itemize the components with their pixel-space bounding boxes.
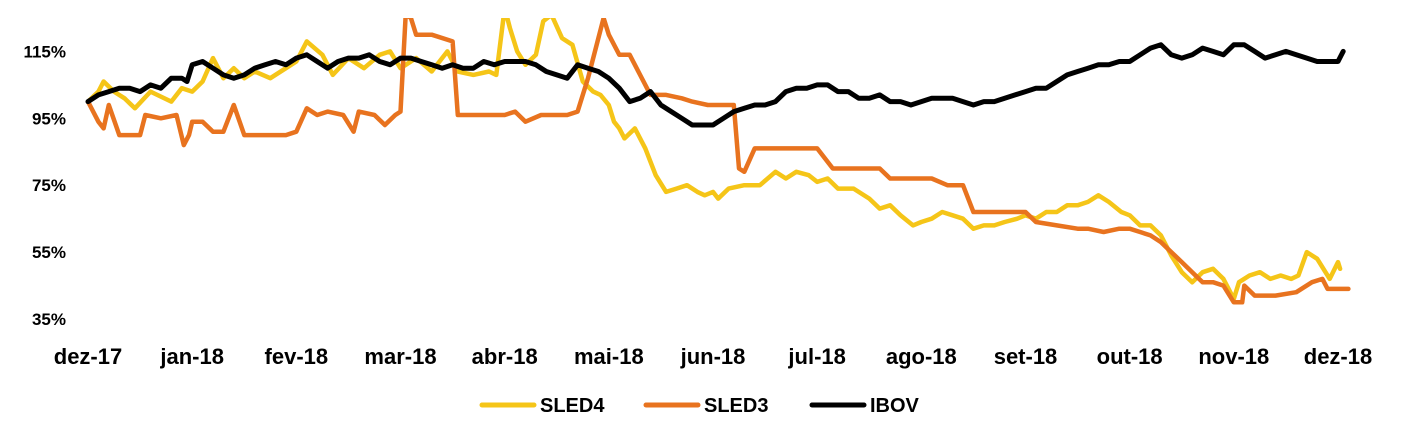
- x-tick-label: out-18: [1097, 344, 1163, 369]
- x-tick-label: fev-18: [265, 344, 329, 369]
- x-tick-label: ago-18: [886, 344, 957, 369]
- y-axis: 35% 55% 75% 95% 115%: [23, 42, 66, 329]
- y-tick-label: 95%: [32, 109, 66, 128]
- y-tick-label: 115%: [23, 42, 66, 61]
- x-tick-label: jul-18: [787, 344, 845, 369]
- legend-label-ibov: IBOV: [870, 395, 920, 417]
- series-line-sled4: [85, 18, 1343, 302]
- legend-label-sled3: SLED3: [704, 395, 768, 417]
- x-tick-label: abr-18: [472, 344, 538, 369]
- series-line-ibov: [85, 42, 1346, 128]
- x-tick-label: mar-18: [364, 344, 436, 369]
- x-tick-label: jun-18: [680, 344, 746, 369]
- x-tick-label: dez-18: [1304, 344, 1372, 369]
- plot-area: [85, 18, 1351, 305]
- x-tick-label: mai-18: [574, 344, 644, 369]
- x-axis: dez-17 jan-18 fev-18 mar-18 abr-18 mai-18 jun-…: [54, 344, 1372, 369]
- y-tick-label: 55%: [32, 243, 66, 262]
- x-tick-label: set-18: [994, 344, 1058, 369]
- legend: SLED4 SLED3 IBOV: [479, 395, 920, 417]
- x-tick-label: dez-17: [54, 344, 122, 369]
- x-tick-label: nov-18: [1198, 344, 1269, 369]
- x-tick-label: jan-18: [159, 344, 224, 369]
- y-tick-label: 35%: [32, 310, 66, 329]
- series-line-sled3: [85, 18, 1351, 305]
- y-tick-label: 75%: [32, 176, 66, 195]
- legend-label-sled4: SLED4: [540, 395, 605, 417]
